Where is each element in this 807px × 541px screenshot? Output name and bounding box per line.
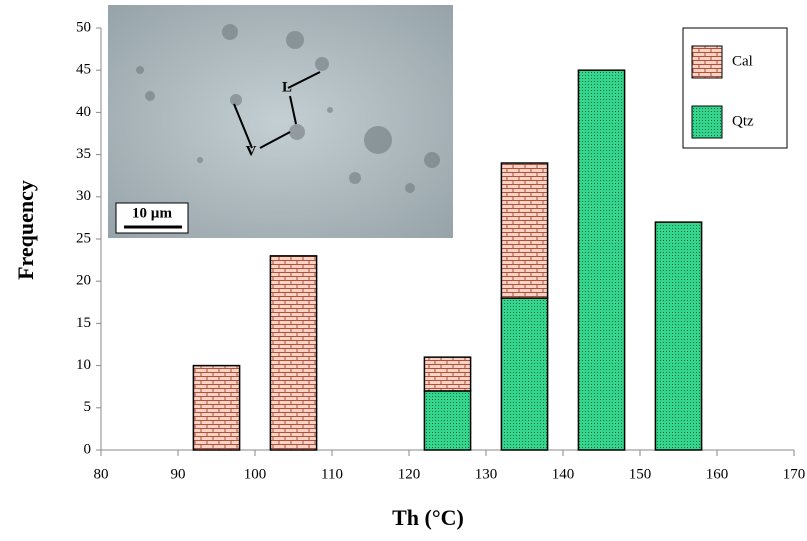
- inclusion: [197, 157, 203, 163]
- y-tick-label: 30: [76, 188, 91, 204]
- inclusion: [136, 66, 144, 74]
- bar-segment: [270, 256, 316, 450]
- inset-photo: L V 10 µm: [108, 5, 453, 238]
- x-tick-label: 160: [706, 466, 729, 482]
- x-tick-label: 140: [552, 466, 575, 482]
- bar-segment: [193, 366, 239, 450]
- inclusion: [364, 126, 392, 154]
- inclusion: [230, 94, 242, 106]
- bar-segment: [501, 298, 547, 450]
- x-tick-label: 170: [783, 466, 806, 482]
- inclusion: [286, 31, 304, 49]
- x-tick-label: 110: [321, 466, 343, 482]
- scale-bar-label: 10 µm: [132, 205, 172, 221]
- legend-label: Qtz: [732, 113, 754, 129]
- legend-label: Cal: [732, 53, 753, 69]
- bar-segment: [424, 391, 470, 450]
- inclusion: [145, 91, 155, 101]
- x-tick-label: 90: [171, 466, 186, 482]
- chart: Th (°C) Frequency 0 5 10 15 20 25 30 35 40 45 50 80…: [0, 0, 807, 541]
- inclusion: [289, 124, 305, 140]
- y-tick-label: 45: [76, 62, 91, 78]
- inclusion: [315, 57, 329, 71]
- y-axis-title: Frequency: [13, 180, 38, 280]
- inclusion: [424, 152, 440, 168]
- x-axis-title: Th (°C): [392, 505, 464, 530]
- y-tick-label: 15: [76, 315, 91, 331]
- y-tick-label: 10: [76, 357, 91, 373]
- y-tick-label: 5: [84, 399, 92, 415]
- x-tick-label: 150: [629, 466, 652, 482]
- x-tick-label: 100: [244, 466, 267, 482]
- legend-swatch: [692, 46, 722, 78]
- inclusion: [222, 24, 238, 40]
- inset-label: V: [246, 143, 257, 159]
- inset-label: L: [282, 79, 292, 95]
- x-tick-label: 120: [398, 466, 421, 482]
- y-tick-label: 0: [84, 441, 92, 457]
- bar-segment: [501, 163, 547, 298]
- x-tick-label: 130: [475, 466, 498, 482]
- bar-segment: [424, 357, 470, 391]
- y-tick-label: 35: [76, 146, 91, 162]
- inclusion: [349, 172, 361, 184]
- y-tick-label: 20: [76, 273, 91, 289]
- bar-segment: [578, 70, 624, 450]
- x-tick-label: 80: [94, 466, 109, 482]
- y-tick-label: 25: [76, 230, 91, 246]
- legend-swatch: [692, 106, 722, 138]
- y-tick-label: 40: [76, 104, 91, 120]
- inclusion: [327, 107, 333, 113]
- inclusion: [405, 183, 415, 193]
- bar-segment: [655, 222, 701, 450]
- y-tick-label: 50: [76, 19, 91, 35]
